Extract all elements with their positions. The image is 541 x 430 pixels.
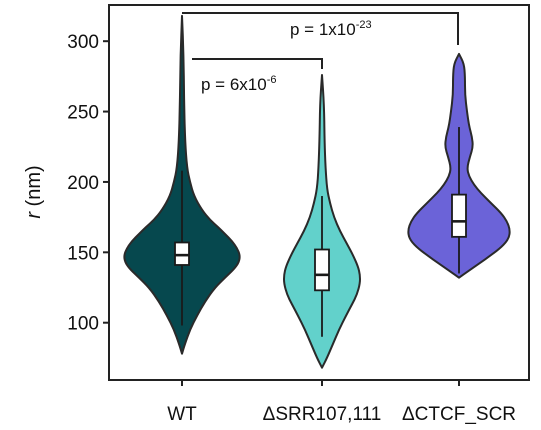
iqr-box [174,241,190,266]
p-value-base: p = 6x10 [201,75,267,94]
y-tick-label: 300 [67,32,99,53]
violins-layer [123,14,511,369]
significance-bracket-wt-vs-ctcf: p = 1x10-23 [182,12,459,45]
bracket-line [182,12,459,45]
violin-group-srr107-111 [283,74,361,369]
x-tick-label: ΔCTCF_SCR [402,404,516,425]
y-tick-label: 200 [67,173,99,194]
y-axis-title-unit: (nm) [23,165,45,212]
significance-layer: p = 6x10-6 p = 1x10-23 [182,12,459,94]
y-axis: 100 150 200 250 300 [67,32,109,335]
x-axis: WT ΔSRR107,111 ΔCTCF_SCR [167,380,516,425]
bracket-line [192,58,323,69]
p-value-label: p = 6x10-6 [201,74,276,94]
violin-group-wt [123,14,241,355]
plot-panel-border [108,4,530,381]
p-value-label: p = 1x10-23 [290,19,372,39]
iqr-box [451,193,467,238]
p-value-base: p = 1x10 [290,20,356,39]
violin-group-ctcf-scr [407,52,511,279]
y-axis-title-symbol: r [23,211,45,219]
x-tick-label: WT [167,404,197,425]
p-value-exponent: -23 [356,19,372,31]
p-value-exponent: -6 [267,74,277,86]
significance-bracket-wt-vs-srr: p = 6x10-6 [192,58,323,94]
y-axis-title: r (nm) [23,165,45,218]
y-tick-label: 150 [67,243,99,264]
y-tick-label: 250 [67,103,99,124]
x-tick-label: ΔSRR107,111 [263,404,382,425]
iqr-box [314,248,330,292]
y-tick-label: 100 [67,314,99,335]
